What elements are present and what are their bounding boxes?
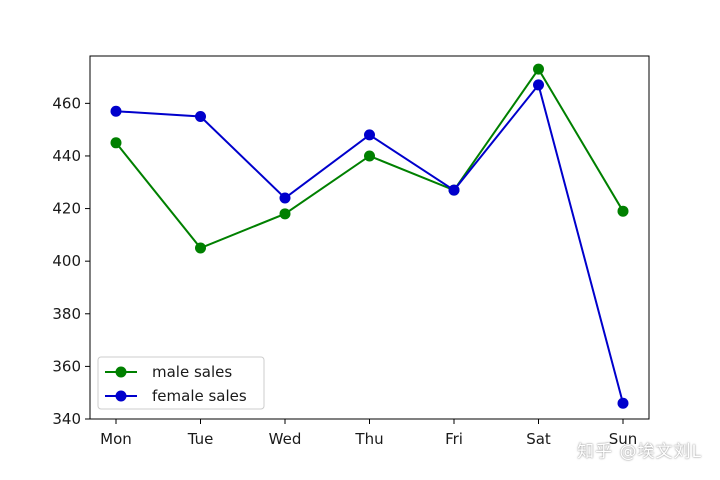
legend-label: male sales bbox=[152, 363, 232, 381]
data-point bbox=[533, 63, 544, 75]
data-point bbox=[195, 242, 206, 254]
y-tick-label: 360 bbox=[52, 357, 81, 375]
data-point bbox=[110, 137, 122, 149]
data-point bbox=[110, 105, 122, 117]
data-point bbox=[279, 192, 291, 204]
x-tick-label: Wed bbox=[269, 430, 302, 448]
y-tick-label: 340 bbox=[52, 410, 81, 428]
data-point bbox=[533, 79, 544, 91]
y-tick-label: 400 bbox=[52, 252, 81, 270]
data-point bbox=[364, 150, 375, 162]
data-point bbox=[617, 205, 629, 217]
data-point bbox=[195, 111, 206, 122]
series-female-sales bbox=[110, 79, 629, 409]
watermark: 知乎 @埃文刘L bbox=[577, 442, 702, 462]
x-tick-label: Thu bbox=[354, 430, 383, 448]
data-point bbox=[617, 397, 629, 409]
y-tick-label: 440 bbox=[52, 147, 81, 165]
y-tick-label: 420 bbox=[52, 200, 81, 218]
legend-swatch-marker bbox=[115, 366, 127, 378]
y-tick-label: 380 bbox=[52, 305, 81, 323]
legend-swatch-marker bbox=[115, 390, 127, 402]
legend: male sales female sales bbox=[97, 356, 265, 410]
x-axis: Mon Tue Wed Thu Fri Sat Sun bbox=[100, 419, 637, 448]
x-tick-label: Mon bbox=[100, 430, 132, 448]
series-layer bbox=[110, 63, 629, 409]
data-point bbox=[279, 208, 291, 220]
legend-label: female sales bbox=[152, 387, 247, 405]
x-tick-label: Sat bbox=[526, 430, 551, 448]
data-point bbox=[448, 184, 460, 196]
y-axis: 340 360 380 400 420 440 460 bbox=[52, 94, 90, 428]
x-tick-label: Fri bbox=[445, 430, 463, 448]
series-male-sales bbox=[110, 63, 629, 254]
data-point bbox=[364, 129, 375, 141]
x-tick-label: Sun bbox=[609, 430, 638, 448]
x-tick-label: Tue bbox=[187, 430, 214, 448]
legend-box bbox=[97, 356, 265, 410]
y-tick-label: 460 bbox=[52, 94, 81, 112]
